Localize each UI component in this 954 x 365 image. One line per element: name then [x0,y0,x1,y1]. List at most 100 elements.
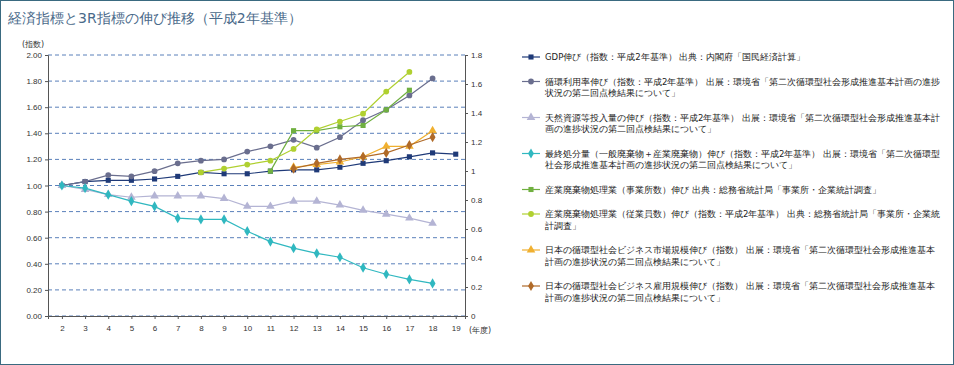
series-line [62,78,433,185]
series-marker [359,205,368,212]
x-tick-group: 3 [83,316,88,333]
series-marker [105,190,111,200]
x-tick-group: 17 [405,316,414,333]
series-marker [383,269,389,279]
series-marker [244,226,250,236]
y2-tick [465,171,468,172]
series-marker [221,214,227,224]
series-marker [152,168,158,174]
legend-marker [528,187,533,192]
series-line [62,153,456,186]
y2-tick-label: 1.8 [471,51,483,60]
series-marker [430,150,435,155]
series-marker [360,263,366,273]
series-marker [430,278,436,288]
legend-item: 天然資源等投入量の伸び（指数：平成2年基準） 出展：環境省「第二次循環型社会形成… [522,113,940,135]
y-tick-label: 1.80 [26,77,42,86]
x-tick-label: 2 [60,324,65,333]
x-tick [201,316,202,319]
series [59,76,435,189]
legend-label: 循環利用率伸び（指数：平成2年基準） 出展：環境省「第二次循環型社会形成推進基本… [544,77,940,99]
grid [48,55,465,316]
y-tick-label: 2.00 [26,51,42,60]
legend-label: 産業廃棄物処理業（事業所数）伸び 出典：総務省統計局「事業所・企業統計調査」 [545,185,881,195]
series [58,181,437,226]
y2-tick [465,142,468,143]
x-tick [456,316,457,319]
y2-tick-label: 0 [471,312,476,321]
y-tick-group: 1.60 [26,103,48,112]
series-marker [152,176,157,181]
grid-line [48,185,465,186]
series-marker [361,123,366,128]
chart: 経済指標と3R指標の伸び推移（平成2年基準）0.000.200.400.600.… [0,0,954,365]
series-marker [82,183,88,193]
x-tick-group: 12 [290,316,299,333]
x-tick-group: 11 [267,316,276,333]
series-marker [336,200,345,207]
series-marker [173,191,182,198]
series-marker [221,157,227,163]
series-marker [428,126,437,133]
series-marker [314,248,320,258]
series-marker [453,152,458,157]
y-tick-group: 0.20 [26,286,48,295]
legend-marker [527,245,536,252]
frame [1,1,954,365]
series-marker [222,171,227,176]
series-marker [175,213,181,223]
y2-tick-group: 1.6 [465,80,483,89]
x-tick-group: 13 [313,316,322,333]
y-tick-group: 1.80 [26,77,48,86]
x-tick-group: 19 [452,316,461,333]
y-tick-label: 1.40 [26,129,42,138]
series-marker [312,196,321,203]
legend-label: 天然資源等投入量の伸び（指数：平成2年基準） 出展：環境省「第二次循環型社会形成… [545,113,940,135]
x-tick [247,316,248,319]
series-marker [430,76,436,82]
series-line [294,131,433,168]
legend: GDP伸び（指数：平成2年基準） 出典：内閣府「国民経済計算」循環利用率伸び（指… [522,52,940,303]
y-tick-label: 0.60 [26,234,42,243]
legend-label: 最終処分量（一般廃棄物＋産業廃棄物）伸び（指数：平成2年基準） 出展：環境省「第… [545,149,940,171]
series-marker [337,154,343,164]
grid-line [48,263,465,264]
series-marker [59,180,65,190]
series-marker [337,124,342,129]
series-marker [337,119,343,125]
series-marker [198,214,204,224]
x-tick-label: 11 [267,324,276,333]
series [268,88,412,174]
series-marker [384,158,389,163]
y-tick-group: 2.00 [26,51,48,60]
x-tick [317,316,318,319]
title: 経済指標と3R指標の伸び推移（平成2年基準） [7,10,302,26]
x-tick-group: 2 [60,316,65,333]
legend-item: 循環利用率伸び（指数：平成2年基準） 出展：環境省「第二次循環型社会形成推進基本… [522,77,940,99]
series-marker [291,146,297,152]
series-marker [220,194,229,201]
x-tick-group: 7 [176,316,181,333]
series-marker [268,143,274,149]
y-tick-label: 0.20 [26,286,42,295]
y2-tick-label: 1.6 [471,80,483,89]
legend-item: 日本の循環型社会ビジネス雇用規模伸び（指数） 出展：環境省「第二次循環型社会形成… [522,281,935,303]
y2-tick [465,258,468,259]
x-tick-label: 6 [153,324,158,333]
series-marker [175,174,180,179]
y-tick-label: 0.40 [26,260,42,269]
x-tick-group: 4 [107,316,112,333]
grid-line [48,55,465,56]
legend-item: 最終処分量（一般廃棄物＋産業廃棄物）伸び（指数：平成2年基準） 出展：環境省「第… [522,148,940,170]
y2-tick-group: 1.4 [465,109,483,118]
y-axis-line [45,56,49,317]
x-tick-label: 5 [130,324,135,333]
x-tick-label: 19 [452,324,461,333]
x-tick-group: 15 [359,316,368,333]
series-marker [407,93,413,99]
x-tick-label: 7 [176,324,181,333]
x-tick-group: 8 [199,316,204,333]
series-marker [152,201,158,211]
y-tick [45,107,48,108]
series [291,132,436,174]
